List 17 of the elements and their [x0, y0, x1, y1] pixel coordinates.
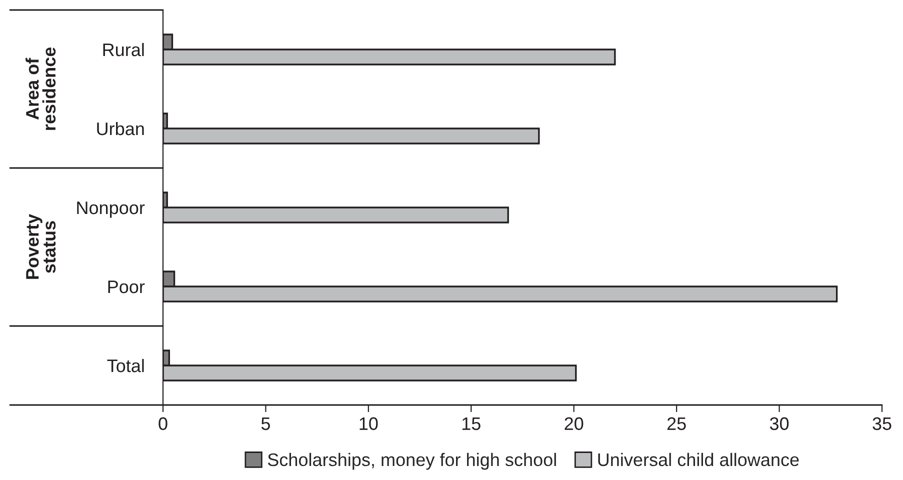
text: Poverty status — [26, 214, 56, 279]
x-tick-label: 20 — [564, 417, 584, 430]
x-tick-label: 15 — [462, 417, 480, 430]
x-tick-label: 5 — [261, 417, 270, 430]
y-tick-label: Rural — [103, 42, 144, 56]
y-tick-label: Poor — [108, 280, 145, 294]
x-tick-label: 10 — [360, 417, 378, 430]
x-tick-label: 30 — [770, 417, 789, 430]
y-tick-label: Total — [107, 358, 144, 372]
text: Area of residence — [26, 47, 56, 130]
x-tick-label: 35 — [872, 417, 892, 430]
x-tick-label: 0 — [158, 417, 168, 430]
legend-label: Universal child allowance — [598, 452, 799, 466]
y-tick-label: Urban — [97, 122, 144, 136]
legend-label: Scholarships, money for high school — [268, 452, 556, 470]
y-tick-label: Nonpoor — [77, 202, 145, 218]
x-tick-label: 25 — [667, 417, 686, 430]
